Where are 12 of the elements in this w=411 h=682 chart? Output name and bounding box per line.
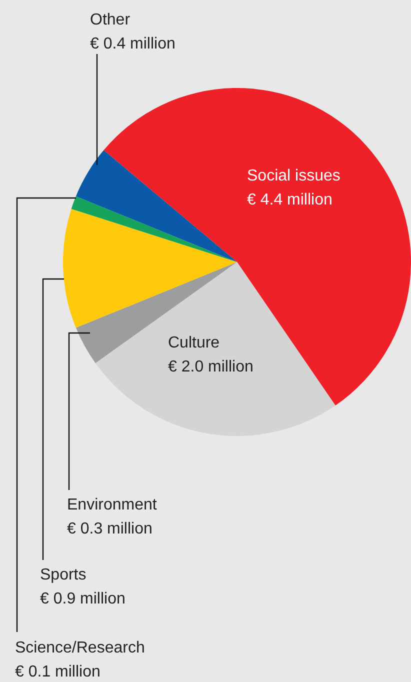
data-label: € 0.3 million bbox=[67, 520, 152, 538]
data-label: € 0.1 million bbox=[15, 663, 100, 680]
slice-label: Other bbox=[90, 11, 131, 28]
slice-label: Culture bbox=[168, 334, 220, 352]
slice-label: Science/Research bbox=[15, 639, 145, 656]
data-label: € 4.4 million bbox=[247, 191, 332, 208]
slice-label: Environment bbox=[67, 496, 158, 514]
data-label: € 2.0 million bbox=[168, 358, 254, 376]
slice-label: Social issues bbox=[247, 167, 340, 184]
slice-label: Sports bbox=[40, 566, 86, 584]
data-label: € 0.4 million bbox=[90, 35, 176, 52]
data-label: € 0.9 million bbox=[40, 590, 126, 608]
